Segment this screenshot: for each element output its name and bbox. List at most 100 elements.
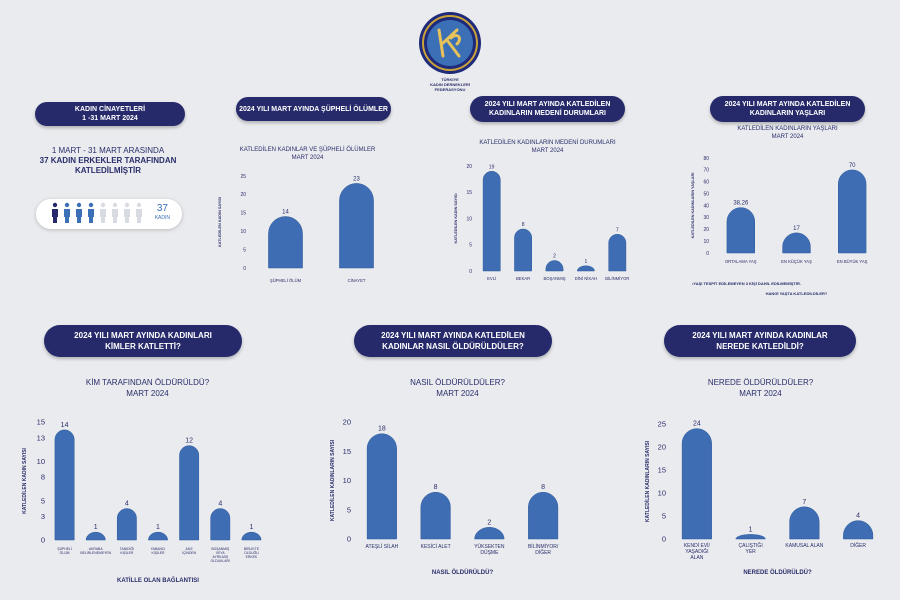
category-label: YÜKSEKTEN DÜŞME bbox=[474, 543, 505, 556]
person-icon bbox=[52, 202, 58, 223]
y-tick-label: 3 bbox=[41, 512, 45, 521]
federation-line-1: TÜRKİYE bbox=[441, 77, 459, 82]
value-label: 1 bbox=[249, 524, 253, 531]
category-label: BOŞANMIŞ bbox=[543, 276, 565, 281]
bar bbox=[268, 216, 303, 269]
summary-pill: KADIN CİNAYETLERİ 1 -31 MART 2024 bbox=[35, 102, 185, 126]
person-icon bbox=[136, 202, 142, 223]
person-icon bbox=[88, 202, 94, 223]
chart-yas: 0 10 20 30 40 50 60 70 80 KATLEDİLEN KADINLARIN Y… bbox=[691, 156, 868, 296]
y-tick-label: 20 bbox=[466, 164, 472, 170]
y-axis-label: KATLEDİLEN KADINLARIN SAYISI bbox=[644, 440, 651, 522]
category-label: AİLE İÇİNDEN bbox=[182, 546, 196, 555]
y-tick-label: 10 bbox=[703, 239, 709, 245]
bar bbox=[54, 429, 75, 541]
pill-kim-line-1: 2024 YILI MART AYINDA KADINLARI bbox=[74, 331, 212, 340]
category-label: ŞÜPHELİ ÖLÜM bbox=[57, 546, 72, 555]
pill-nasil: 2024 YILI MART AYINDA KATLEDİLEN KADINLAR… bbox=[354, 325, 552, 357]
category-label: ÇALIŞTIĞI YER bbox=[739, 542, 763, 555]
y-tick-label: 25 bbox=[658, 420, 666, 429]
bar bbox=[681, 428, 712, 540]
pill-nerede-line-1: 2024 YILI MART AYINDA KADINLAR bbox=[692, 331, 828, 340]
person-icon bbox=[100, 202, 106, 223]
pill-yas-line-1: 2024 YILI MART AYINDA KATLEDİLEN bbox=[724, 101, 851, 108]
chart-nasil: 0 5 10 15 20 KATLEDİLEN KADINLARIN SAYISI 18 AT… bbox=[329, 418, 559, 576]
y-tick-label: 60 bbox=[703, 180, 709, 186]
pill-yas-line-2: KADINLARIN YAŞLARI bbox=[749, 110, 826, 117]
chart-title-nasil: NASIL ÖLDÜRÜLDÜLER? MART 2024 bbox=[350, 377, 565, 399]
summary-text-line-1: 1 MART - 31 MART ARASINDA bbox=[51, 146, 165, 155]
nerede-subtitle: MART 2024 bbox=[739, 389, 782, 398]
category-label: TANIDIĞI KİŞİLER bbox=[120, 546, 134, 555]
federation-line-3: FEDERASYONU bbox=[434, 87, 466, 92]
y-tick-label: 0 bbox=[706, 251, 709, 257]
value-label: 1 bbox=[94, 524, 98, 531]
federation-name: TÜRKİYE KADIN DERNEKLERİ FEDERASYONU bbox=[415, 77, 485, 92]
category-label: EVLİ bbox=[487, 276, 496, 281]
bar bbox=[85, 531, 106, 541]
medeni-subtitle: MART 2024 bbox=[531, 148, 564, 154]
person-icon bbox=[76, 202, 82, 223]
value-label: 18 bbox=[378, 426, 386, 433]
pill-medeni: 2024 YILI MART AYINDA KATLEDİLEN KADINLAR… bbox=[470, 96, 625, 122]
y-tick-label: 15 bbox=[658, 466, 666, 475]
chart-title-kim: KİM TARAFINDAN ÖLDÜRÜLDÜ? MART 2024 bbox=[40, 377, 255, 399]
category-label: KESİCİ ALET bbox=[421, 543, 451, 550]
summary-pill-line-2: 1 -31 MART 2024 bbox=[82, 115, 138, 122]
bar bbox=[241, 531, 262, 541]
pill-supheli-label: 2024 YILI MART AYINDA ŞÜPHELİ ÖLÜMLER bbox=[239, 105, 388, 113]
federation-line-2: KADIN DERNEKLERİ bbox=[430, 82, 470, 87]
y-tick-label: 15 bbox=[240, 211, 246, 217]
bar bbox=[116, 508, 137, 541]
y-axis-label: KATLEDİLEN KADINLARIN YAŞLARI bbox=[691, 173, 695, 239]
people-icons bbox=[52, 202, 142, 223]
value-label: 7 bbox=[802, 499, 806, 506]
y-tick-label: 15 bbox=[343, 447, 351, 456]
bar bbox=[838, 169, 867, 254]
y-tick-label: 80 bbox=[703, 156, 709, 162]
victim-count-label: KADIN bbox=[154, 215, 170, 221]
y-tick-label: 40 bbox=[703, 203, 709, 209]
category-label: YABANCI KİŞİLER bbox=[151, 547, 166, 555]
x-axis-label: HANGİ YAŞTA KATLEDİLDİLER? bbox=[766, 291, 828, 296]
bar bbox=[420, 492, 451, 540]
pill-medeni-line-2: KADINLARIN MEDENİ DURUMLARI bbox=[488, 110, 607, 117]
bar bbox=[577, 265, 595, 272]
summary-text-line-2: 37 KADIN ERKEKLER TARAFINDAN bbox=[39, 156, 177, 165]
federation-logo bbox=[419, 12, 481, 74]
category-label: ORTALAMA YAŞ bbox=[725, 259, 757, 264]
y-tick-label: 50 bbox=[703, 191, 709, 197]
value-label: 7 bbox=[616, 227, 619, 233]
yas-title: KATLEDİLEN KADINLARIN YAŞLARI bbox=[737, 126, 838, 132]
bar bbox=[482, 171, 501, 272]
bar bbox=[782, 232, 811, 254]
y-tick-label: 20 bbox=[343, 418, 351, 427]
nasil-subtitle: MART 2024 bbox=[436, 389, 479, 398]
bar bbox=[843, 520, 874, 540]
bar bbox=[339, 183, 374, 269]
category-label: KENDİ EVİ/YAŞADIĞI ALAN bbox=[684, 542, 711, 561]
y-tick-label: 5 bbox=[469, 243, 472, 249]
value-label: 14 bbox=[61, 422, 69, 429]
summary-text: 1 MART - 31 MART ARASINDA 37 KADIN ERKEK… bbox=[28, 146, 188, 176]
y-tick-label: 10 bbox=[466, 216, 472, 222]
category-label: ATEŞLİ SİLAH bbox=[366, 543, 399, 550]
y-tick-label: 5 bbox=[41, 496, 45, 505]
value-label: 2 bbox=[487, 519, 491, 526]
chart-title-nerede: NEREDE ÖLDÜRÜLDÜLER? MART 2024 bbox=[653, 377, 868, 399]
category-label: ŞÜPHELİ ÖLÜM bbox=[270, 278, 302, 283]
bar bbox=[474, 527, 505, 540]
bar bbox=[148, 531, 168, 541]
y-tick-label: 5 bbox=[347, 505, 351, 514]
nasil-title: NASIL ÖLDÜRÜLDÜLER? bbox=[410, 378, 505, 387]
value-label: 38,26 bbox=[733, 201, 749, 207]
category-label: CİNAYET bbox=[348, 278, 366, 283]
value-label: 8 bbox=[541, 484, 545, 491]
value-label: 1 bbox=[585, 259, 588, 265]
medeni-title: KATLEDİLEN KADINLARIN MEDENİ DURUMLARI bbox=[479, 140, 616, 146]
pill-nerede: 2024 YILI MART AYINDA KADINLAR NEREDE KAT… bbox=[664, 325, 856, 357]
kim-subtitle: MART 2024 bbox=[126, 389, 169, 398]
pill-kim: 2024 YILI MART AYINDA KADINLARI KİMLER KA… bbox=[44, 325, 242, 357]
value-label: 4 bbox=[125, 501, 129, 508]
